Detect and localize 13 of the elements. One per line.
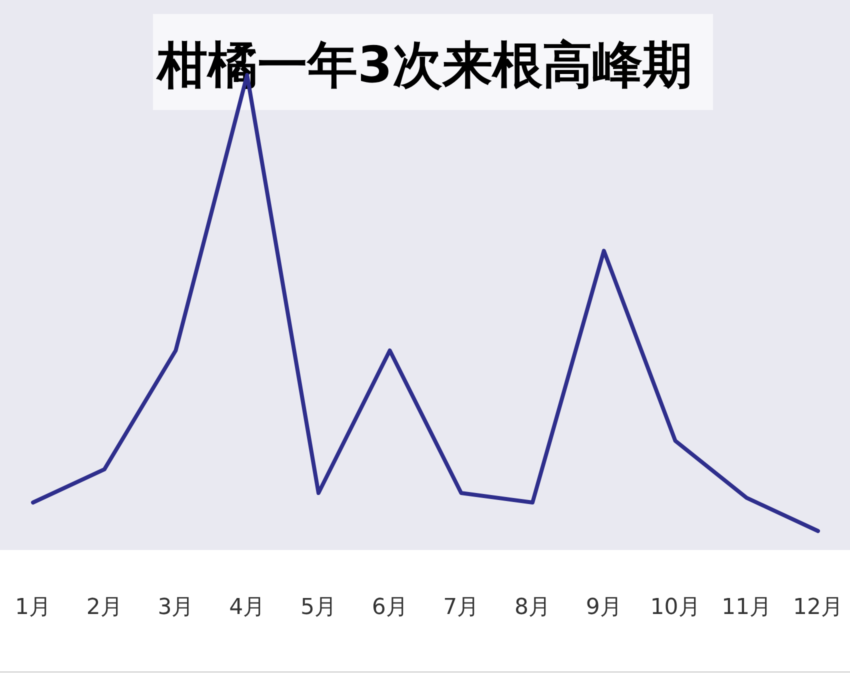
- x-tick-label: 5月: [300, 595, 336, 620]
- x-tick-label: 11月: [722, 595, 772, 620]
- chart-title: 柑橘一年3次来根高峰期: [156, 36, 692, 94]
- x-tick-label: 3月: [158, 595, 194, 620]
- x-tick-label: 7月: [443, 595, 480, 620]
- x-tick-label: 4月: [229, 595, 266, 620]
- x-tick-label: 2月: [86, 595, 122, 620]
- x-tick-label: 6月: [372, 595, 408, 620]
- x-tick-label: 10月: [650, 595, 700, 620]
- x-tick-label: 8月: [514, 595, 551, 620]
- x-tick-label: 9月: [586, 595, 622, 620]
- x-tick-label: 12月: [793, 595, 843, 620]
- x-tick-label: 1月: [15, 595, 51, 620]
